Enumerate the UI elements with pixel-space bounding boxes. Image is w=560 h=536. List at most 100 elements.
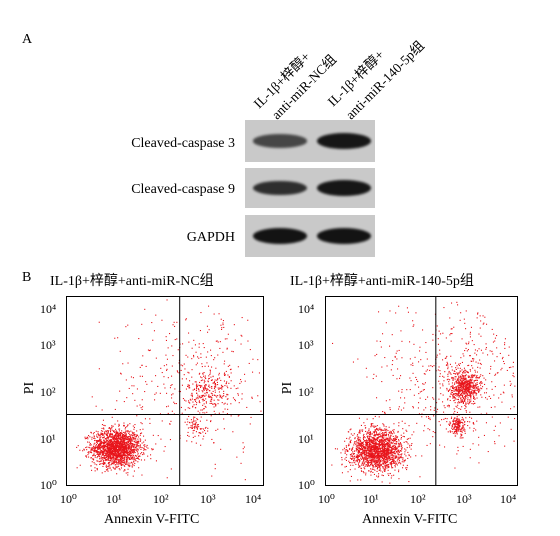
scatter-point	[364, 440, 366, 442]
scatter-point	[123, 452, 125, 454]
scatter-point	[377, 445, 379, 447]
scatter-point	[387, 453, 389, 455]
scatter-point	[126, 456, 128, 458]
scatter-point	[352, 452, 354, 454]
scatter-point	[106, 455, 108, 457]
scatter-point	[347, 445, 349, 447]
scatter-point	[382, 460, 384, 462]
scatter-point	[99, 434, 101, 436]
scatter-point	[204, 405, 206, 407]
scatter-point	[111, 444, 113, 446]
scatter-point	[191, 392, 193, 394]
scatter-point	[129, 439, 131, 441]
scatter-point	[125, 447, 127, 449]
scatter-point	[94, 467, 96, 469]
scatter-point	[102, 453, 104, 455]
scatter-point	[100, 443, 102, 445]
scatter-point	[135, 441, 137, 443]
scatter-point	[405, 455, 407, 457]
scatter-point	[206, 388, 208, 390]
scatter-point	[130, 449, 132, 451]
scatter-point	[140, 459, 142, 461]
scatter-point	[376, 453, 378, 455]
scatter-point	[131, 449, 133, 451]
scatter-point	[391, 453, 393, 455]
scatter-point	[119, 447, 121, 449]
scatter-point	[385, 426, 387, 428]
scatter-point	[212, 403, 214, 405]
scatter-point	[126, 436, 128, 438]
scatter-point	[365, 454, 367, 456]
scatter-point	[378, 475, 380, 477]
scatter-point	[203, 388, 205, 390]
scatter-point	[363, 440, 365, 442]
scatter-point	[396, 455, 398, 457]
scatter-point	[456, 378, 458, 380]
scatter-point	[204, 430, 206, 432]
scatter-point	[368, 445, 370, 447]
scatter-point	[122, 438, 124, 440]
scatter-point	[237, 394, 239, 396]
scatter-point	[139, 440, 141, 442]
scatter-point	[93, 447, 95, 449]
scatter-point	[368, 456, 370, 458]
scatter-point	[126, 444, 128, 446]
scatter-point	[137, 455, 139, 457]
scatter-point	[390, 444, 392, 446]
scatter-point	[469, 376, 471, 378]
scatter-point	[111, 446, 113, 448]
scatter-point	[144, 444, 146, 446]
scatter-point	[370, 474, 372, 476]
scatter-point	[128, 454, 130, 456]
scatter-point	[450, 386, 452, 388]
scatter-point	[201, 385, 203, 387]
scatter-point	[458, 402, 460, 404]
scatter-point	[404, 451, 406, 453]
scatter-point	[115, 456, 117, 458]
scatter-point	[120, 455, 122, 457]
scatter-point	[475, 394, 477, 396]
scatter-point	[399, 456, 401, 458]
scatter-point	[94, 445, 96, 447]
scatter-point	[360, 479, 362, 481]
scatter-point	[202, 343, 204, 345]
scatter-point	[203, 408, 205, 410]
scatter-point	[115, 454, 117, 456]
scatter-point	[125, 441, 127, 443]
scatter-point	[125, 437, 127, 439]
scatter-point	[368, 439, 370, 441]
scatter-point	[213, 406, 215, 408]
scatter-point	[115, 435, 117, 437]
scatter-point	[89, 444, 91, 446]
scatter-point	[125, 438, 127, 440]
scatter-point	[402, 459, 404, 461]
scatter-point	[347, 450, 349, 452]
scatter-point	[362, 447, 364, 449]
scatter-point	[385, 454, 387, 456]
scatter-point	[134, 445, 136, 447]
scatter-point	[119, 432, 121, 434]
scatter-point	[123, 445, 125, 447]
scatter-point	[349, 469, 351, 471]
scatter-point	[83, 449, 85, 451]
scatter-point	[379, 451, 381, 453]
scatter-point	[473, 400, 475, 402]
scatter-point	[250, 416, 252, 418]
scatter-point	[124, 447, 126, 449]
scatter-point	[456, 432, 458, 434]
scatter-point	[191, 427, 193, 429]
scatter-point	[469, 395, 471, 397]
scatter-point	[457, 429, 459, 431]
scatter-point	[122, 454, 124, 456]
scatter-point	[386, 448, 388, 450]
scatter-point	[461, 381, 463, 383]
scatter-point	[96, 457, 98, 459]
scatter-point	[195, 422, 197, 424]
scatter-point	[406, 438, 408, 440]
scatter-point	[123, 437, 125, 439]
scatter-point	[477, 390, 479, 392]
scatter-point	[358, 459, 360, 461]
scatter-point	[480, 374, 482, 376]
scatter-point	[224, 372, 226, 374]
scatter-point	[370, 456, 372, 458]
